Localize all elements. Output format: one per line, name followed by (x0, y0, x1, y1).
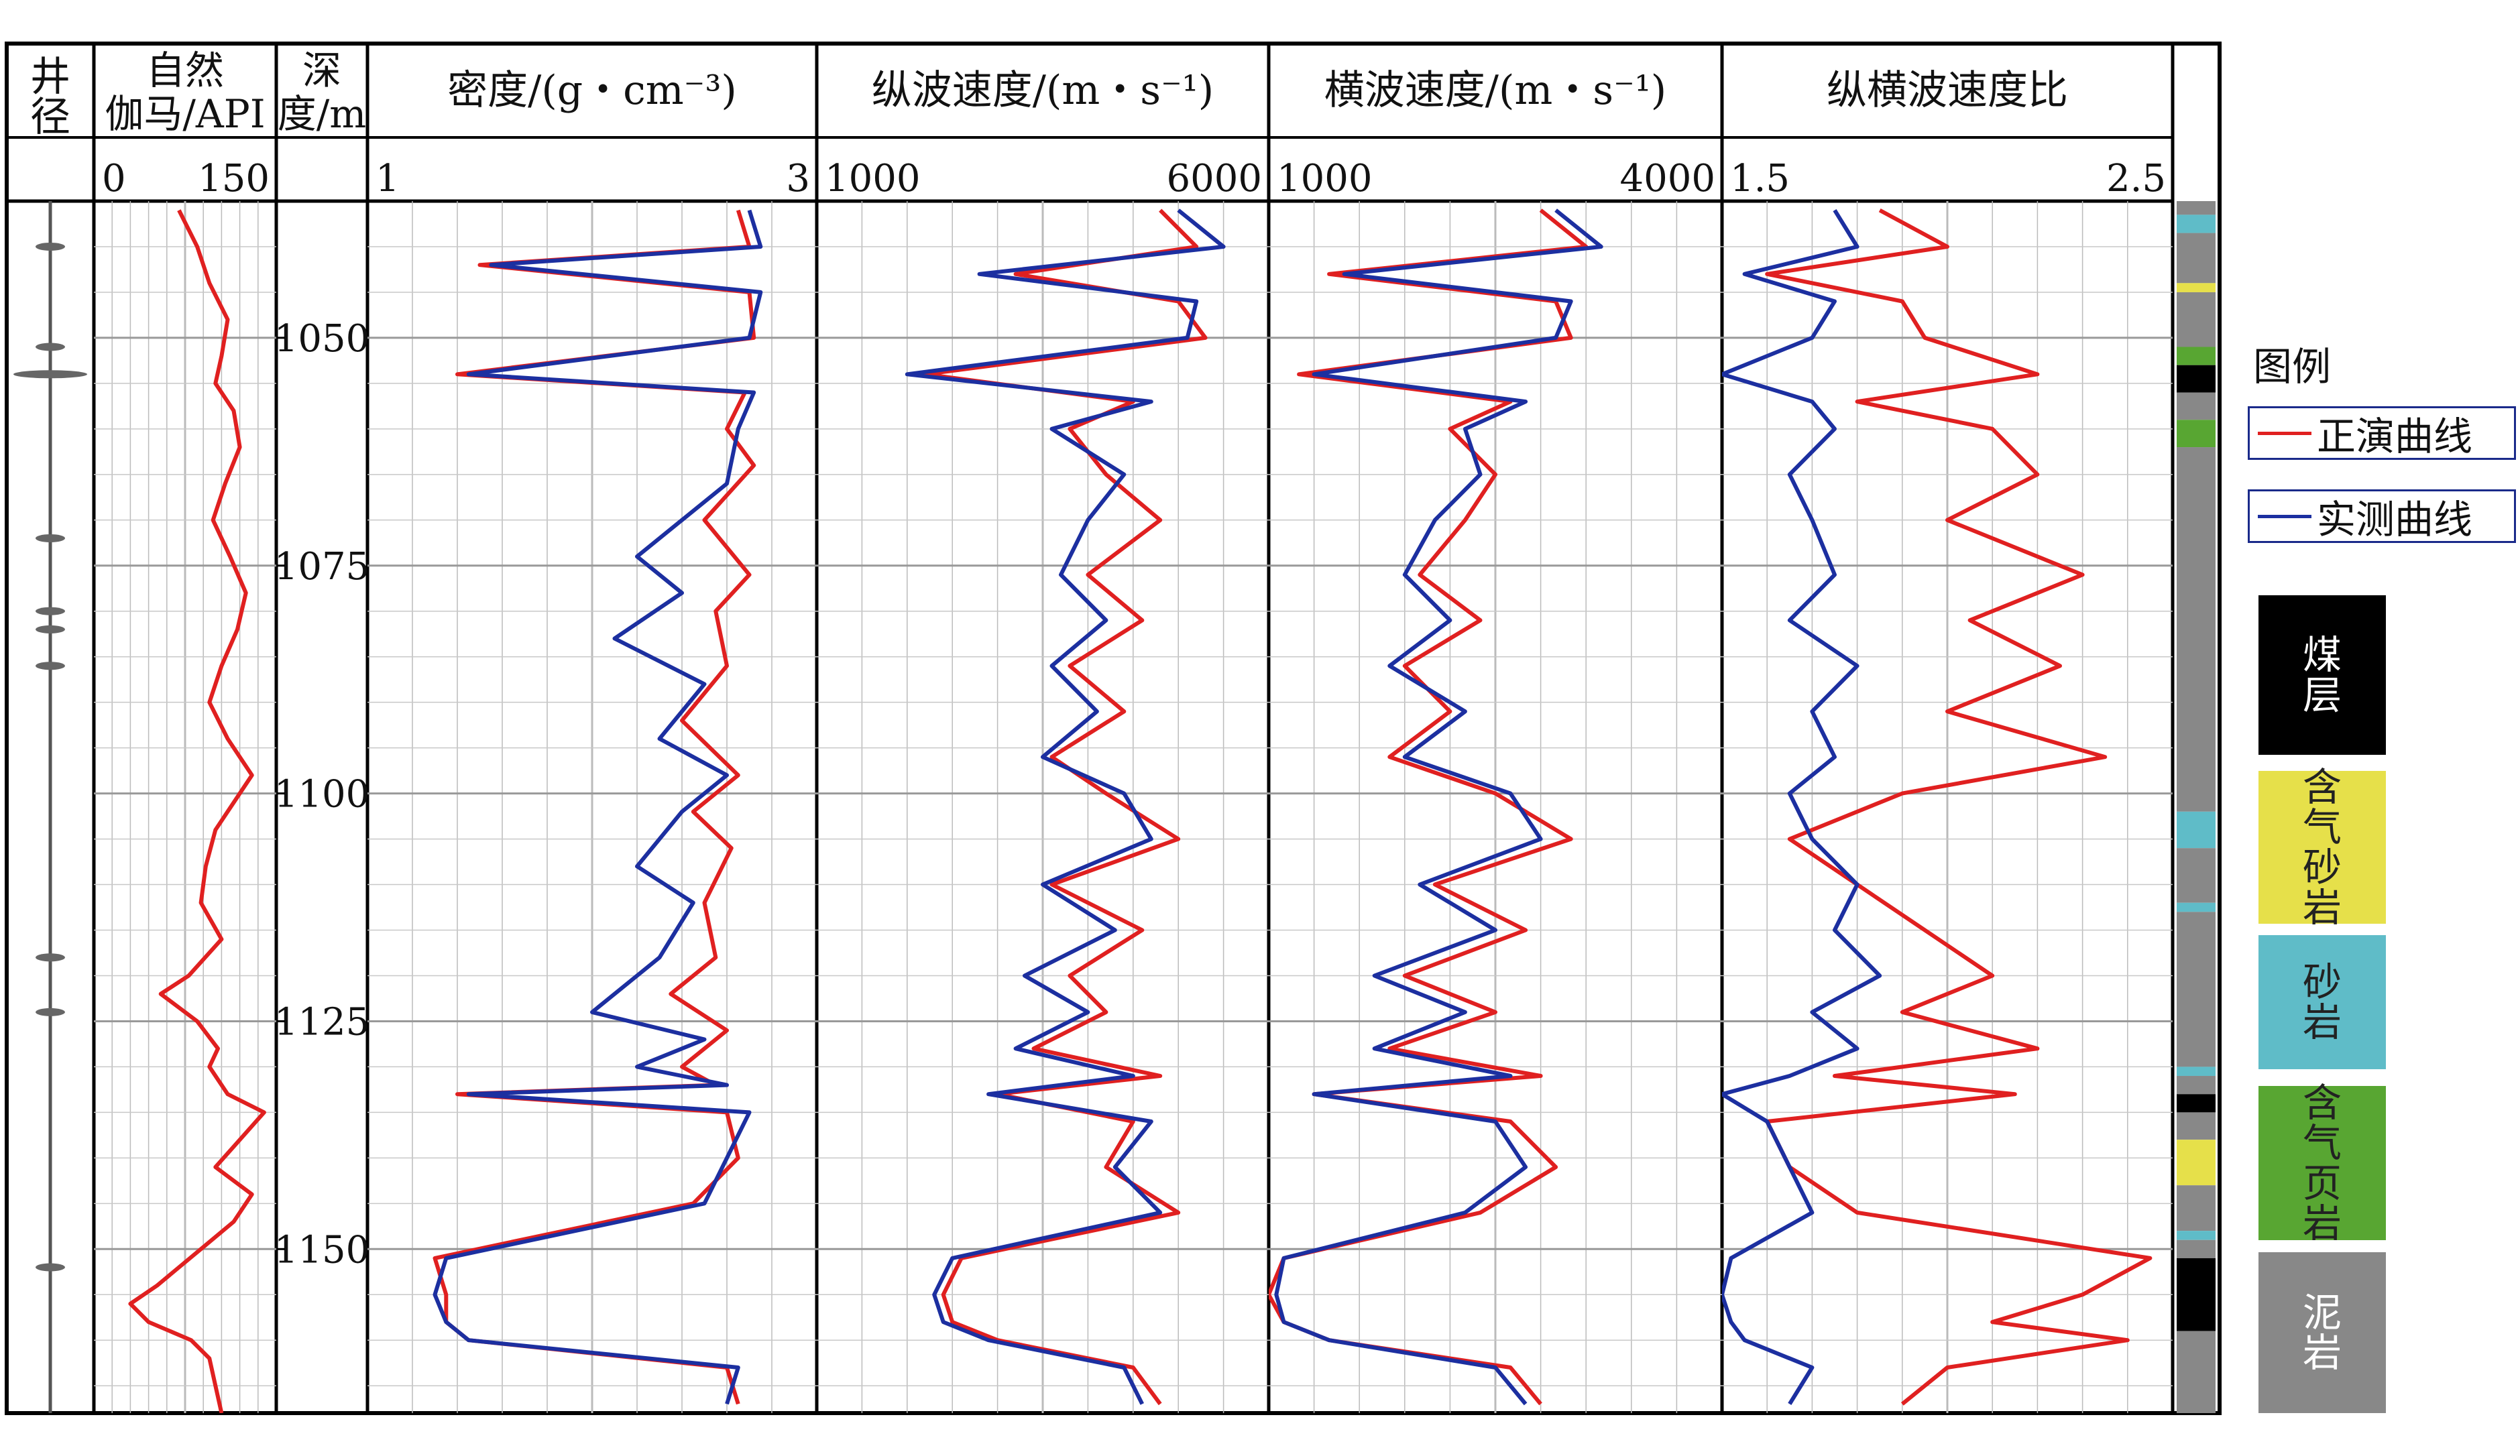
depth-tick-label: 1125 (274, 1000, 370, 1044)
litho-bed-mud (2177, 912, 2216, 1067)
header-caliper-1: 井 (30, 54, 70, 101)
caliper-spike (36, 242, 65, 251)
header-vs: 横波速度/(m・s⁻¹) (1324, 67, 1666, 114)
curve-vpvs-measured (1722, 209, 1882, 1405)
litho-bed-sand (2177, 1067, 2216, 1077)
lithology-legend-item: 泥岩 (2258, 1252, 2386, 1413)
lithology-legend-label: 泥岩 (2302, 1290, 2342, 1376)
scale-vp-min: 1000 (825, 157, 921, 200)
litho-bed-sand (2177, 1231, 2216, 1240)
header-depth-1: 深 (302, 48, 341, 93)
scale-density-max: 3 (786, 157, 810, 200)
header-depth-2: 度/m (278, 91, 367, 137)
lithology-legend-label: 含气页岩 (2302, 1080, 2342, 1246)
litho-bed-mud (2177, 233, 2216, 284)
lithology-legend-item: 含气砂岩 (2258, 767, 2386, 928)
caliper-spike (36, 343, 65, 351)
legend-forward: 正演曲线 (2248, 406, 2516, 460)
litho-bed-mud (2177, 447, 2216, 812)
litho-bed-coal (2177, 1258, 2216, 1331)
litho-bed-sand (2177, 215, 2216, 233)
legend-measured-line (2258, 514, 2311, 518)
legend-forward-line (2258, 431, 2311, 435)
caliper-spike (36, 953, 65, 962)
legend-forward-label: 正演曲线 (2317, 414, 2473, 459)
legend-title: 图例 (2253, 344, 2332, 389)
curve-vp-forward (923, 208, 1208, 1406)
lithology-legend-item: 砂岩 (2258, 935, 2386, 1069)
depth-tick-label: 1150 (274, 1228, 370, 1272)
caliper-spike (36, 625, 65, 633)
litho-bed-coal (2177, 365, 2216, 393)
caliper-spike (36, 662, 65, 670)
depth-tick-label: 1100 (274, 773, 370, 816)
litho-bed-mud (2177, 1331, 2216, 1413)
litho-bed-mud (2177, 1239, 2216, 1258)
curve-vs-measured (1274, 208, 1603, 1406)
header-vpvs: 纵横波速度比 (1827, 67, 2068, 114)
curve-vpvs-forward (1765, 208, 2153, 1406)
litho-bed-gas-sand (2177, 1140, 2216, 1186)
header-vp: 纵波速度/(m・s⁻¹) (872, 67, 1214, 114)
curve-density-measured (433, 209, 763, 1405)
caliper-spike (36, 534, 65, 542)
litho-bed-mud (2177, 1112, 2216, 1140)
lithology-legend-item: 含气页岩 (2258, 1080, 2386, 1246)
litho-bed-mud (2177, 1185, 2216, 1231)
lithology-legend-label: 含气砂岩 (2302, 764, 2342, 930)
scale-vpvs-max: 2.5 (2106, 157, 2166, 200)
scale-gamma-min: 0 (102, 157, 126, 200)
litho-bed-sand (2177, 811, 2216, 849)
lithology-legend-item: 煤层 (2258, 595, 2386, 755)
depth-tick-label: 1075 (274, 545, 370, 589)
litho-bed-gas-shale (2177, 347, 2216, 365)
scale-vs-min: 1000 (1277, 157, 1373, 200)
header-gamma-1: 自然 (146, 48, 224, 93)
scale-density-min: 1 (376, 157, 400, 200)
legend-measured-label: 实测曲线 (2317, 497, 2473, 542)
litho-bed-mud (2177, 848, 2216, 903)
litho-bed-mud (2177, 392, 2216, 420)
caliper-spike (36, 1008, 65, 1016)
scale-gamma-max: 150 (198, 157, 270, 200)
scale-vp-max: 6000 (1166, 157, 1262, 200)
curve-vp-measured (905, 208, 1226, 1405)
caliper-spike (13, 370, 87, 379)
legend-measured: 实测曲线 (2248, 489, 2516, 543)
litho-bed-sand (2177, 902, 2216, 912)
scale-vs-max: 4000 (1619, 157, 1715, 200)
curve-gamma-forward (128, 209, 266, 1413)
depth-tick-label: 1050 (274, 317, 370, 361)
header-caliper-2: 径 (30, 94, 70, 141)
litho-bed-coal (2177, 1094, 2216, 1113)
lithology-legend-label: 砂岩 (2302, 959, 2342, 1045)
chart-frame (5, 42, 2222, 1415)
litho-bed-mud (2177, 292, 2216, 347)
litho-bed-mud (2177, 1076, 2216, 1095)
header-gamma-2: 伽马/API (105, 91, 265, 137)
litho-bed-mud (2177, 201, 2216, 215)
lithology-legend-label: 煤层 (2302, 632, 2342, 718)
scale-vpvs-min: 1.5 (1730, 157, 1790, 200)
header-density: 密度/(g・cm⁻³) (447, 67, 737, 114)
litho-bed-gas-shale (2177, 420, 2216, 448)
litho-bed-gas-sand (2177, 283, 2216, 292)
caliper-spike (36, 607, 65, 615)
caliper-spike (36, 1263, 65, 1272)
